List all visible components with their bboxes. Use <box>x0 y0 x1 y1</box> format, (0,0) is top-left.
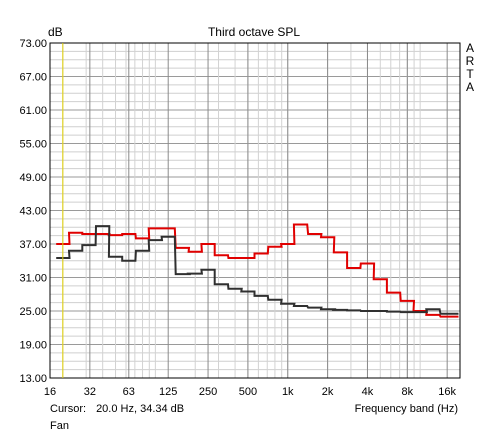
x-axis-label: Frequency band (Hz) <box>354 403 458 415</box>
plot-grid <box>49 42 460 379</box>
series-line-1 <box>56 223 459 318</box>
x-tick-labels: 16 32 63 125 250 500 1k 2k 4k 8k 16k <box>44 386 457 398</box>
y-tick-label: 61.00 <box>19 105 47 117</box>
x-tick-label: 250 <box>199 386 217 398</box>
x-tick-label: 63 <box>123 386 135 398</box>
y-tick-labels: 73.00 67.00 61.00 55.00 49.00 43.00 37.00 31.00… <box>19 38 47 385</box>
y-tick-label: 25.00 <box>19 306 47 318</box>
x-tick-label: 1k <box>282 386 294 398</box>
series-line-2 <box>56 225 459 315</box>
x-tick-label: 2k <box>322 386 334 398</box>
x-tick-label: 8k <box>402 386 414 398</box>
y-tick-label: 67.00 <box>19 72 47 84</box>
x-tick-label: 125 <box>159 386 177 398</box>
y-tick-label: 31.00 <box>19 273 47 285</box>
x-tick-label: 16 <box>44 386 56 398</box>
x-tick-label: 32 <box>84 386 96 398</box>
trace-name: Fan <box>50 420 69 432</box>
series-layer <box>56 223 459 318</box>
x-tick-label: 16k <box>438 386 456 398</box>
y-tick-label: 73.00 <box>19 38 47 50</box>
y-tick-label: 19.00 <box>19 340 47 352</box>
chart-title: Third octave SPL <box>208 25 300 39</box>
y-tick-label: 13.00 <box>19 373 47 385</box>
cursor-readout: Cursor: 20.0 Hz, 34.34 dB <box>50 403 194 415</box>
cursor-label: Cursor: <box>50 403 87 415</box>
y-tick-label: 49.00 <box>19 172 47 184</box>
x-tick-label: 500 <box>239 386 257 398</box>
y-tick-label: 37.00 <box>19 239 47 251</box>
x-tick-label: 4k <box>362 386 374 398</box>
y-axis-label: dB <box>48 25 63 39</box>
plot-frame <box>49 42 461 379</box>
cursor-value: 20.0 Hz, 34.34 dB <box>96 403 185 415</box>
y-tick-label: 55.00 <box>19 139 47 151</box>
y-tick-label: 43.00 <box>19 206 47 218</box>
